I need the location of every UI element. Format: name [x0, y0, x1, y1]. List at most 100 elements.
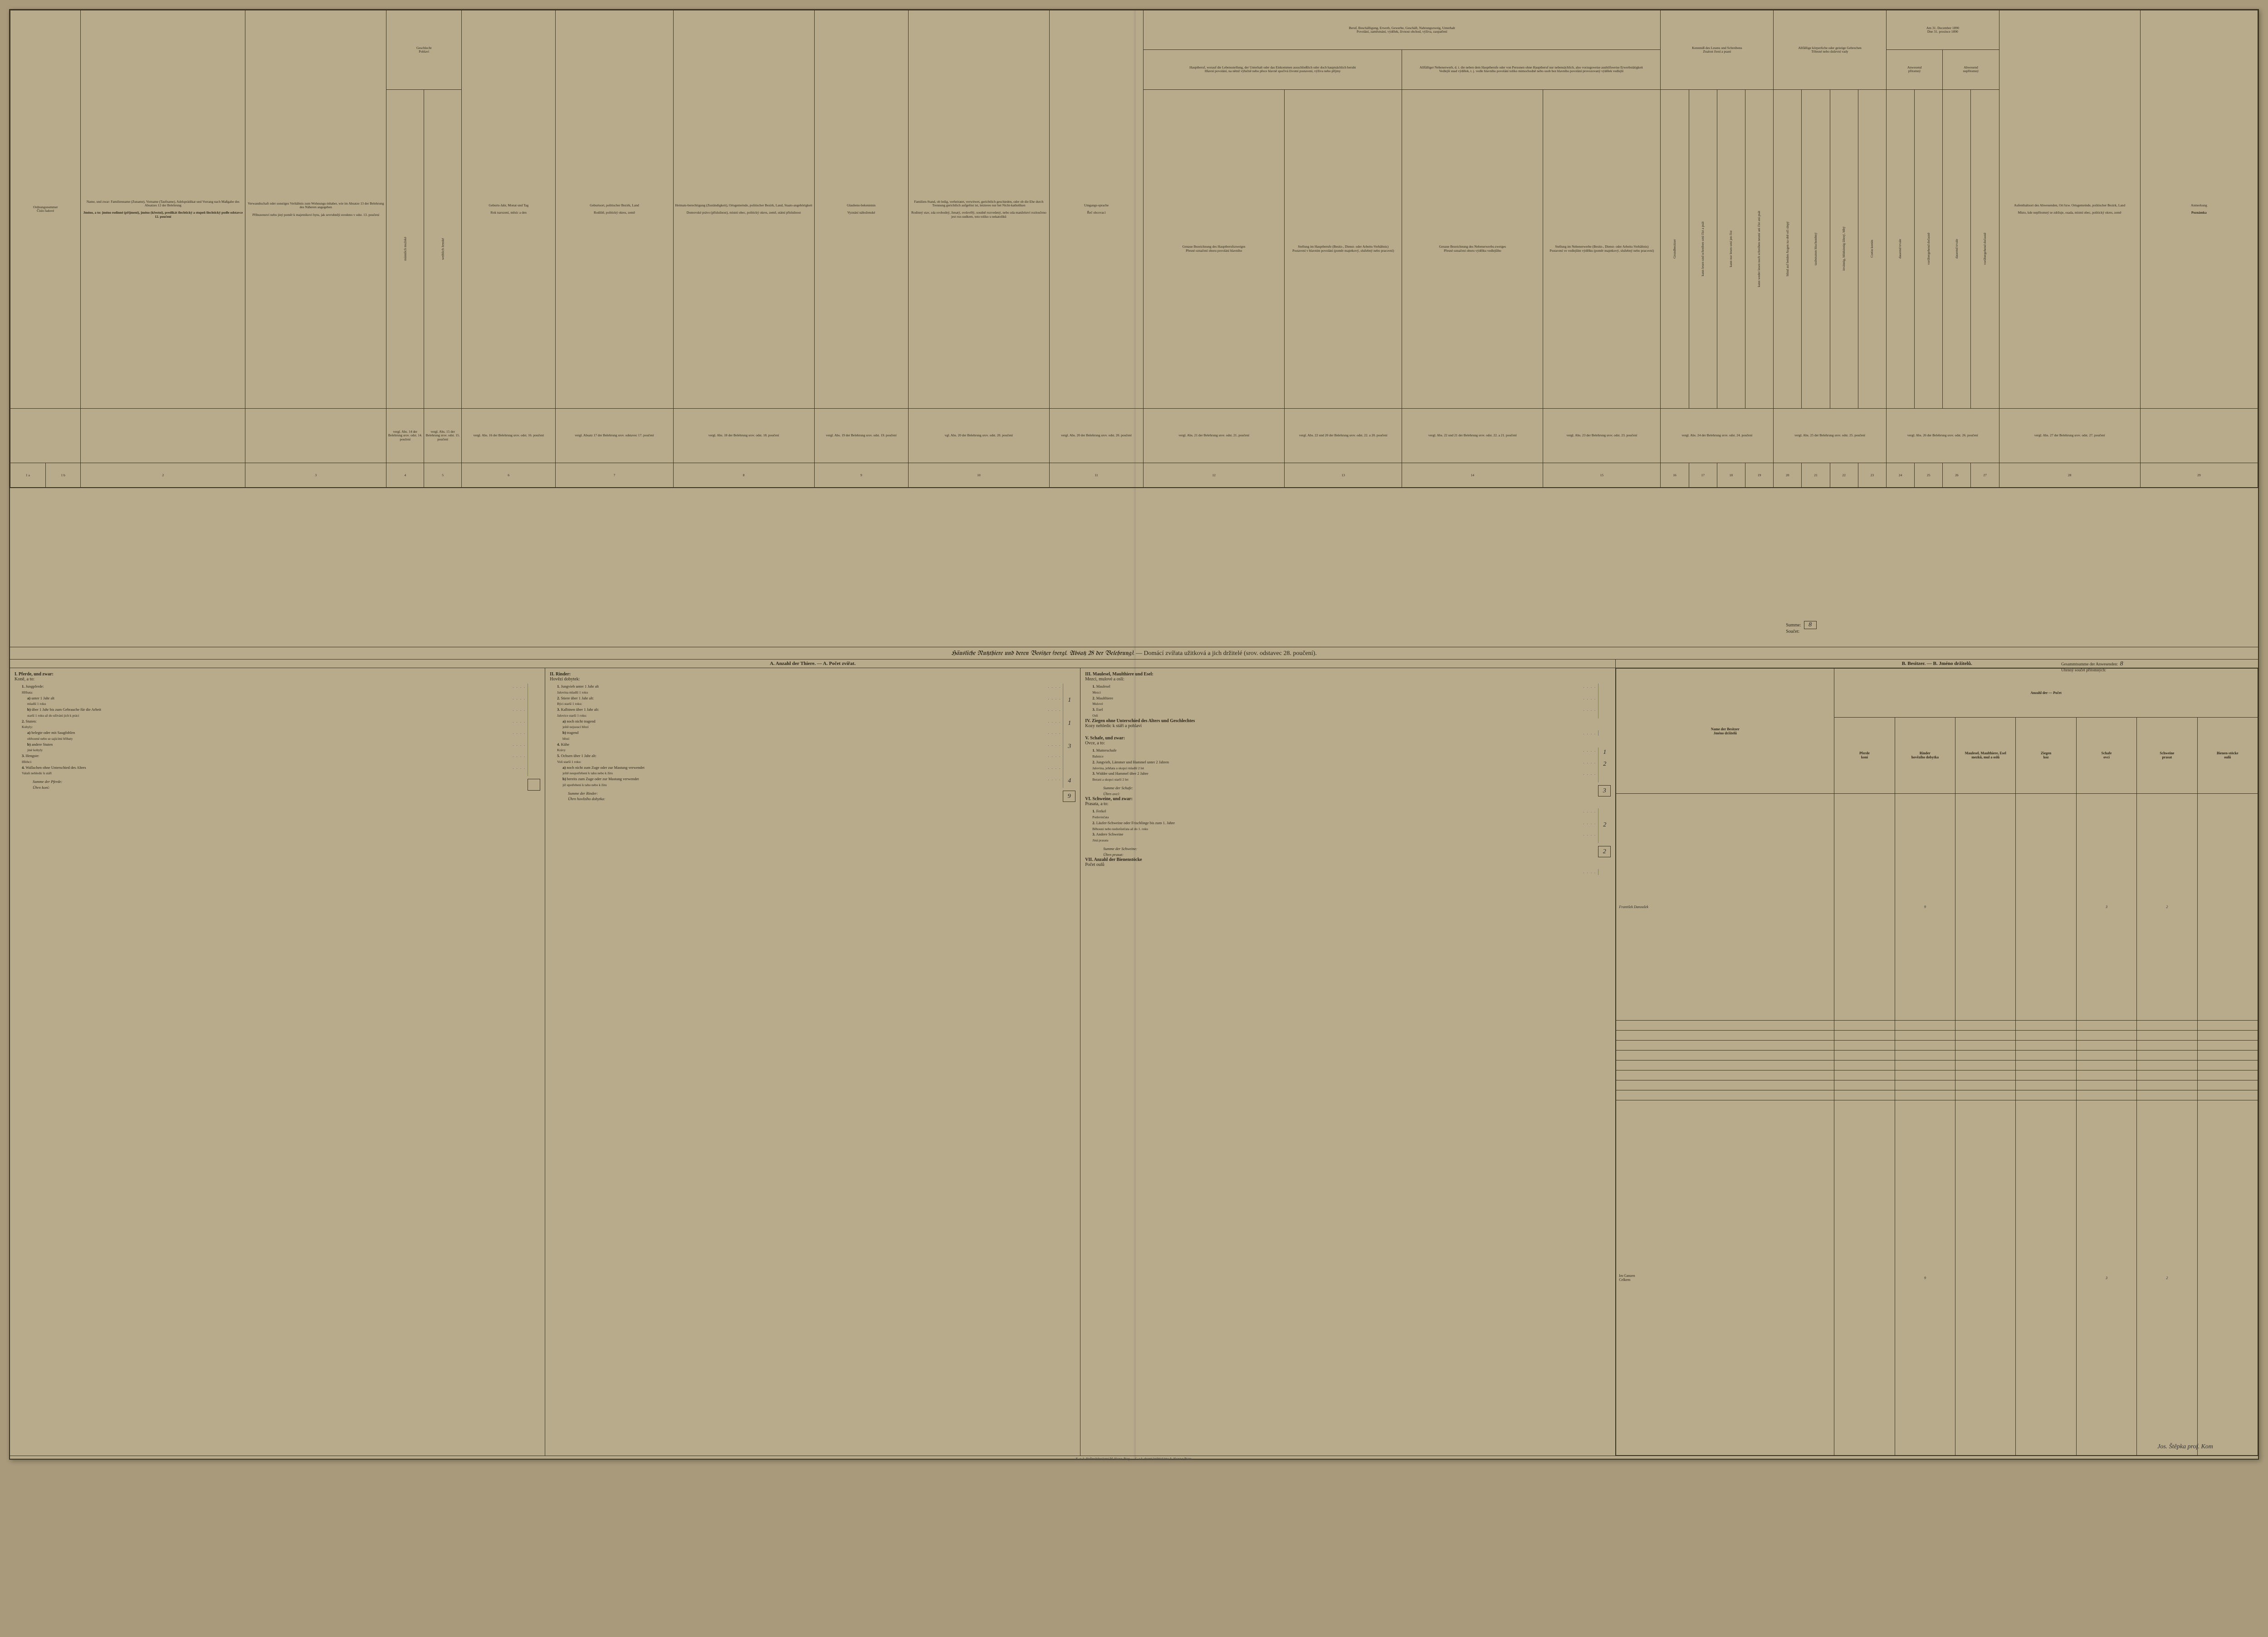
colnum-27: 27: [1971, 463, 1999, 488]
colnum-12: 12: [1144, 463, 1285, 488]
col-family: Familien-Stand, ob ledig, verheiratet, v…: [908, 10, 1049, 409]
ref-6: vergl. Abs. 16 der Belehrung srov. odst.…: [462, 408, 556, 463]
ref-7: vergl. Absatz 17 der Belehrung srov. ods…: [556, 408, 673, 463]
ref-12: vergl. Abs. 21 der Belehrung srov. odst.…: [1144, 408, 1285, 463]
col-present: Anwesendpřítomný: [1886, 50, 1942, 89]
col-hb-pos: Stellung im Hauptberufe (Besitz-, Dienst…: [1285, 89, 1402, 408]
col-sex-m: männlich mužské: [386, 89, 424, 408]
animal-line: 2. Läufer-Schweine oder Frischlinge bis …: [1092, 820, 1611, 832]
owners-col-2: Maulesel, Maulthiere, Eselmezků, mul a o…: [1955, 717, 2016, 793]
owner-val-1: 9: [1895, 793, 1955, 1021]
summe-value: 8: [1804, 621, 1817, 629]
owner-row-empty: [1616, 1051, 2258, 1060]
animal-line: 1. Jungvieh unter 1 Jahr altJalovina mla…: [557, 684, 1075, 695]
owners-total-6: [2197, 1100, 2258, 1455]
section-title: Häusliche Nutzthiere und deren Besitzer …: [10, 647, 2258, 660]
col-abs-v: vorübergehend dočasně: [1971, 89, 1999, 408]
owners-col-1: Rinderhovězího dobytka: [1895, 717, 1955, 793]
animal-line: . . . .: [1089, 869, 1611, 875]
animal-line: b) andere Stutenjiné kobyly. . . .: [27, 742, 540, 753]
owners-col-3: Ziegenkoz: [2016, 717, 2076, 793]
owners-total-2: [1955, 1100, 2016, 1455]
ref-13: vergl. Abs. 22 und 20 der Belehrung srov…: [1285, 408, 1402, 463]
animal-line: 3. Kalbinen über 1 Jahr alt:Jalovice sta…: [557, 707, 1075, 718]
owner-row-empty: [1616, 1060, 2258, 1070]
colnum-8: 8: [673, 463, 814, 488]
owner-val-0: [1834, 793, 1895, 1021]
animal-line: 3. EselOsli. . . .: [1092, 707, 1611, 718]
owner-val-4: 3: [2076, 793, 2136, 1021]
col-lit-1: Grundbesitzer: [1661, 89, 1689, 408]
col-birth: Geburts-Jahr, Monat und TagRok narození,…: [462, 10, 556, 409]
owners-col-5: Schweineprasat: [2137, 717, 2197, 793]
owner-row-empty: [1616, 1080, 2258, 1090]
animal-line: 4. KüheKrávy. . . .3: [557, 742, 1075, 753]
animal-line: 1. Jungpferde:Hříbata:. . . .: [22, 684, 540, 695]
col-pres-v: vorübergehend dočasně: [1915, 89, 1943, 408]
ref-20: vergl. Abs. 25 der Belehrung srov. odst.…: [1774, 408, 1887, 463]
colnum-14: 14: [1402, 463, 1543, 488]
owners-table: Name der BesitzerJméno držitelů Anzahl d…: [1616, 668, 2258, 1455]
owner-val-5: 2: [2137, 793, 2197, 1021]
animal-line: b) über 1 Jahr bis zum Gebrauche für die…: [27, 707, 540, 718]
colnum-20: 20: [1774, 463, 1802, 488]
col-religion: Glaubens-bekenntnisVyznání náboženské: [814, 10, 908, 409]
col-absent: Abwesendnepřítomný: [1943, 50, 1999, 89]
sum-V: Summe der Schafe:Úhrn ovcí:3: [1103, 785, 1611, 797]
colnum-21: 21: [1802, 463, 1830, 488]
ref-16: vergl. Abs. 24 der Belehrung srov. odst.…: [1661, 408, 1774, 463]
colnum-13: 13: [1285, 463, 1402, 488]
col-abs-d: dauernd trvale: [1943, 89, 1971, 408]
col-sex: GeschlechtPohlaví: [386, 10, 462, 90]
census-header-table: OrdnungsnummerČíslo řadové Name, und zwa…: [10, 10, 2258, 488]
animal-line: . . . .: [1089, 730, 1611, 736]
ref-9: vergl. Abs. 19 der Belehrung srov. odst.…: [814, 408, 908, 463]
owner-val-3: [2016, 793, 2076, 1021]
owners-total-1: 9: [1895, 1100, 1955, 1455]
col-remark: AnmerkungPoznámka: [2140, 10, 2258, 409]
roman-III: III. Maulesel, Maulthiere und Esel:Mezci…: [1085, 672, 1611, 682]
owners-total-0: [1834, 1100, 1895, 1455]
animal-line: 1. MauleselMezci. . . .: [1092, 684, 1611, 695]
colnum-5: 5: [424, 463, 462, 488]
animal-line: a) noch nicht zum Zuge oder zur Mastung …: [562, 765, 1075, 777]
col-beruf-group: Beruf, Beschäftigung, Erwerb, Gewerbe, G…: [1144, 10, 1661, 50]
animal-line: 3. Andere SchweineJiná prasata. . . .: [1092, 831, 1611, 843]
owners-total-3: [2016, 1100, 2076, 1455]
owners-col-4: Schafeovcí: [2076, 717, 2136, 793]
colnum-24: 24: [1886, 463, 1914, 488]
owners-total: Im GanzenCelkem932: [1616, 1100, 2258, 1455]
animal-line: b) tragendbřezí. . . .: [562, 730, 1075, 742]
col-def-3: irrsinnig, blödsinnig šílený, blbý: [1830, 89, 1858, 408]
owner-row-empty: [1616, 1070, 2258, 1080]
ref-29: [2140, 408, 2258, 463]
colnum-17: 17: [1689, 463, 1717, 488]
owner-row: František Danoušek932: [1616, 793, 2258, 1021]
col-ne-pos: Stellung im Nebenerwerbe (Besitz-, Diens…: [1543, 89, 1661, 408]
part-a: A. Anzahl der Thiere. — A. Počet zvířat.…: [10, 660, 1616, 1455]
col-defects: Allfällige körperliche oder geistige Geb…: [1774, 10, 1887, 90]
colnum-19: 19: [1745, 463, 1773, 488]
animal-line: a) belegte oder mit Saugfohlenobřezené n…: [27, 730, 540, 742]
ref-10: vgl. Abs. 20 der Belehrung srov. odst. 2…: [908, 408, 1049, 463]
colnum-22: 22: [1830, 463, 1858, 488]
owner-row-empty: [1616, 1041, 2258, 1051]
colnum-16: 16: [1661, 463, 1689, 488]
owner-row-empty: [1616, 1021, 2258, 1031]
owners-name-head: Name der BesitzerJméno držitelů: [1616, 669, 1834, 794]
col-name: Name, und zwar: Familienname (Zuname), V…: [81, 10, 245, 409]
colnum-0: 1 a: [10, 463, 46, 488]
subcol-3: III. Maulesel, Maulthiere und Esel:Mezci…: [1080, 668, 1615, 1455]
col-def-2: taubstumm hluchoněmý: [1802, 89, 1830, 408]
colnum-4: 4: [386, 463, 424, 488]
owner-row-empty: [1616, 1031, 2258, 1041]
roman-VI: VI. Schweine, und zwar:Prasata, a to:: [1085, 797, 1611, 806]
animal-line: 3. Widder und Hammel über 2 JahreBerani …: [1092, 771, 1611, 782]
part-a-head: A. Anzahl der Thiere. — A. Počet zvířat.: [10, 660, 1615, 668]
animal-line: a) unter 1 Jahr altmladší 1 roku. . . .: [27, 695, 540, 707]
part-b: B. Besitzer. — B. Jméno držitelů. Name d…: [1616, 660, 2258, 1455]
animal-line: 1. FerkelPodsvinčata. . . .: [1092, 808, 1611, 820]
col-birthplace: Geburtsort, politischer Bezirk, LandRodi…: [556, 10, 673, 409]
owners-total-5: 2: [2137, 1100, 2197, 1455]
col-def-4: Cretin kretén: [1858, 89, 1886, 408]
